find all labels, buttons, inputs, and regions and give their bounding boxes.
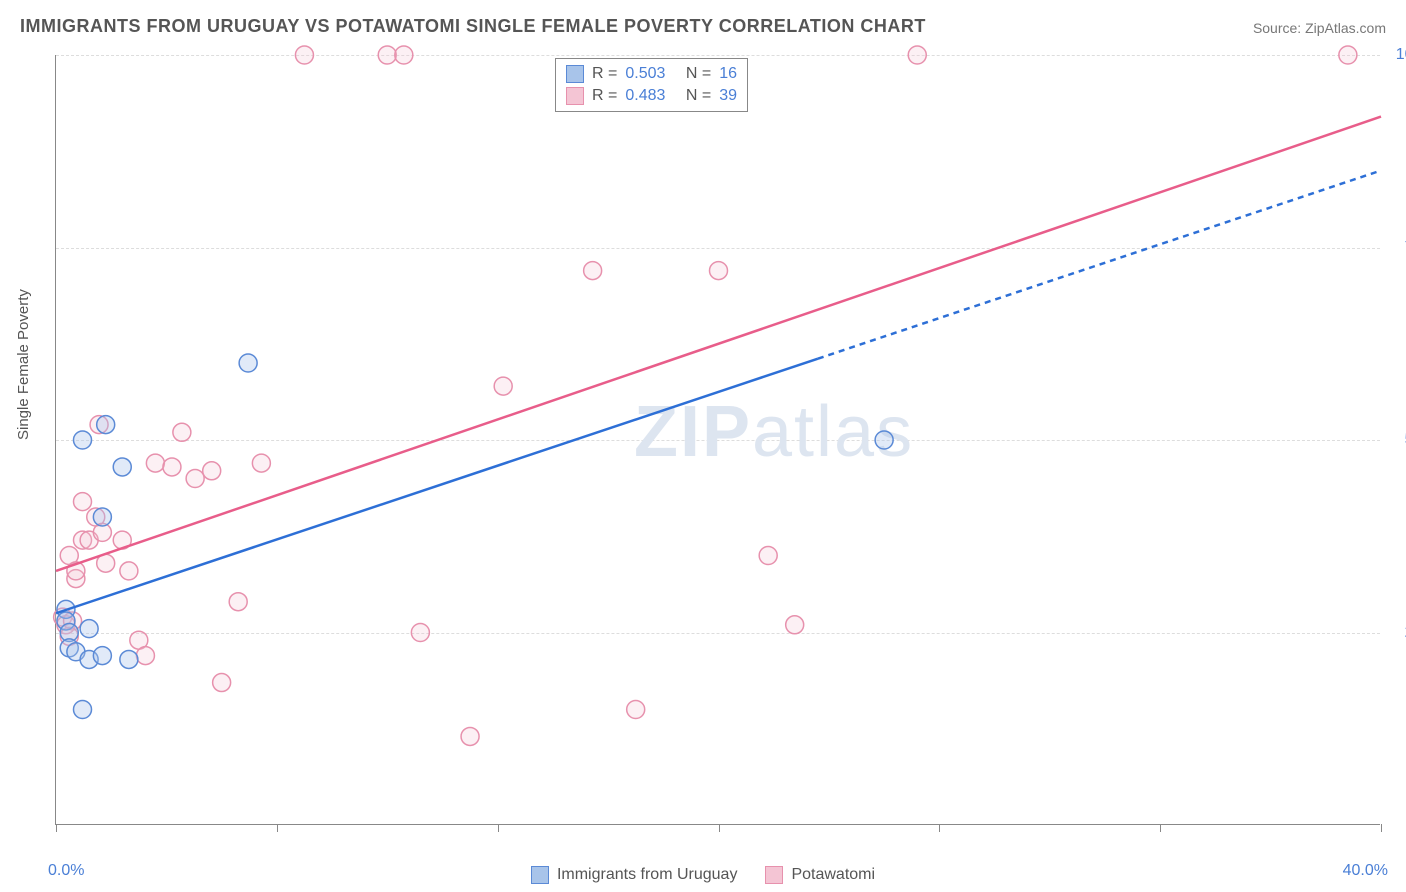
data-point (461, 727, 479, 745)
x-tick-label-max: 40.0% (1343, 862, 1388, 880)
legend-swatch-series1-b (531, 866, 549, 884)
data-point (173, 423, 191, 441)
y-axis-title: Single Female Poverty (15, 289, 32, 440)
data-point (239, 354, 257, 372)
y-tick-label: 25.0% (1390, 624, 1406, 642)
trend-line (56, 117, 1381, 571)
data-point (875, 431, 893, 449)
r-value-2: 0.483 (625, 87, 665, 105)
legend-swatch-series2 (566, 87, 584, 105)
data-point (163, 458, 181, 476)
data-point (908, 46, 926, 64)
data-point (759, 547, 777, 565)
data-point (74, 493, 92, 511)
legend-label-series2: Potawatomi (791, 866, 875, 884)
legend-stats-row-1: R = 0.503 N = 16 (566, 63, 737, 85)
x-tick (939, 824, 940, 832)
x-tick (277, 824, 278, 832)
y-tick-label: 100.0% (1390, 46, 1406, 64)
x-tick (1160, 824, 1161, 832)
source-name: ZipAtlas.com (1305, 20, 1386, 36)
data-point (295, 46, 313, 64)
scatter-svg (56, 55, 1381, 825)
data-point (74, 431, 92, 449)
trend-line (56, 359, 818, 614)
r-label: R = (592, 87, 617, 105)
data-point (252, 454, 270, 472)
data-point (136, 647, 154, 665)
legend-stats-row-2: R = 0.483 N = 39 (566, 85, 737, 107)
data-point (411, 624, 429, 642)
x-tick (498, 824, 499, 832)
data-point (627, 701, 645, 719)
r-value-1: 0.503 (625, 65, 665, 83)
x-tick (719, 824, 720, 832)
x-tick-label-min: 0.0% (48, 862, 84, 880)
data-point (113, 458, 131, 476)
legend-swatch-series1 (566, 65, 584, 83)
data-point (710, 262, 728, 280)
y-tick-label: 75.0% (1390, 239, 1406, 257)
data-point (146, 454, 164, 472)
legend-item-series2: Potawatomi (765, 866, 875, 884)
data-point (395, 46, 413, 64)
r-label: R = (592, 65, 617, 83)
chart-title: IMMIGRANTS FROM URUGUAY VS POTAWATOMI SI… (20, 16, 926, 37)
data-point (93, 508, 111, 526)
plot-area: ZIPatlas 25.0%50.0%75.0%100.0% (55, 55, 1380, 825)
data-point (93, 647, 111, 665)
data-point (229, 593, 247, 611)
data-point (203, 462, 221, 480)
data-point (80, 620, 98, 638)
data-point (378, 46, 396, 64)
n-label: N = (686, 87, 711, 105)
data-point (120, 562, 138, 580)
source-label: Source: (1253, 20, 1305, 36)
y-tick-label: 50.0% (1390, 431, 1406, 449)
data-point (120, 650, 138, 668)
x-tick (56, 824, 57, 832)
data-point (186, 470, 204, 488)
data-point (494, 377, 512, 395)
n-value-1: 16 (719, 65, 737, 83)
legend-swatch-series2-b (765, 866, 783, 884)
data-point (74, 701, 92, 719)
chart-container: IMMIGRANTS FROM URUGUAY VS POTAWATOMI SI… (0, 0, 1406, 892)
source-attribution: Source: ZipAtlas.com (1253, 20, 1386, 36)
legend-series: Immigrants from Uruguay Potawatomi (0, 866, 1406, 884)
legend-item-series1: Immigrants from Uruguay (531, 866, 738, 884)
legend-stats: R = 0.503 N = 16 R = 0.483 N = 39 (555, 58, 748, 112)
n-label: N = (686, 65, 711, 83)
legend-label-series1: Immigrants from Uruguay (557, 866, 738, 884)
n-value-2: 39 (719, 87, 737, 105)
data-point (213, 674, 231, 692)
data-point (1339, 46, 1357, 64)
trend-line (818, 171, 1381, 359)
data-point (786, 616, 804, 634)
x-tick (1381, 824, 1382, 832)
data-point (584, 262, 602, 280)
data-point (97, 416, 115, 434)
